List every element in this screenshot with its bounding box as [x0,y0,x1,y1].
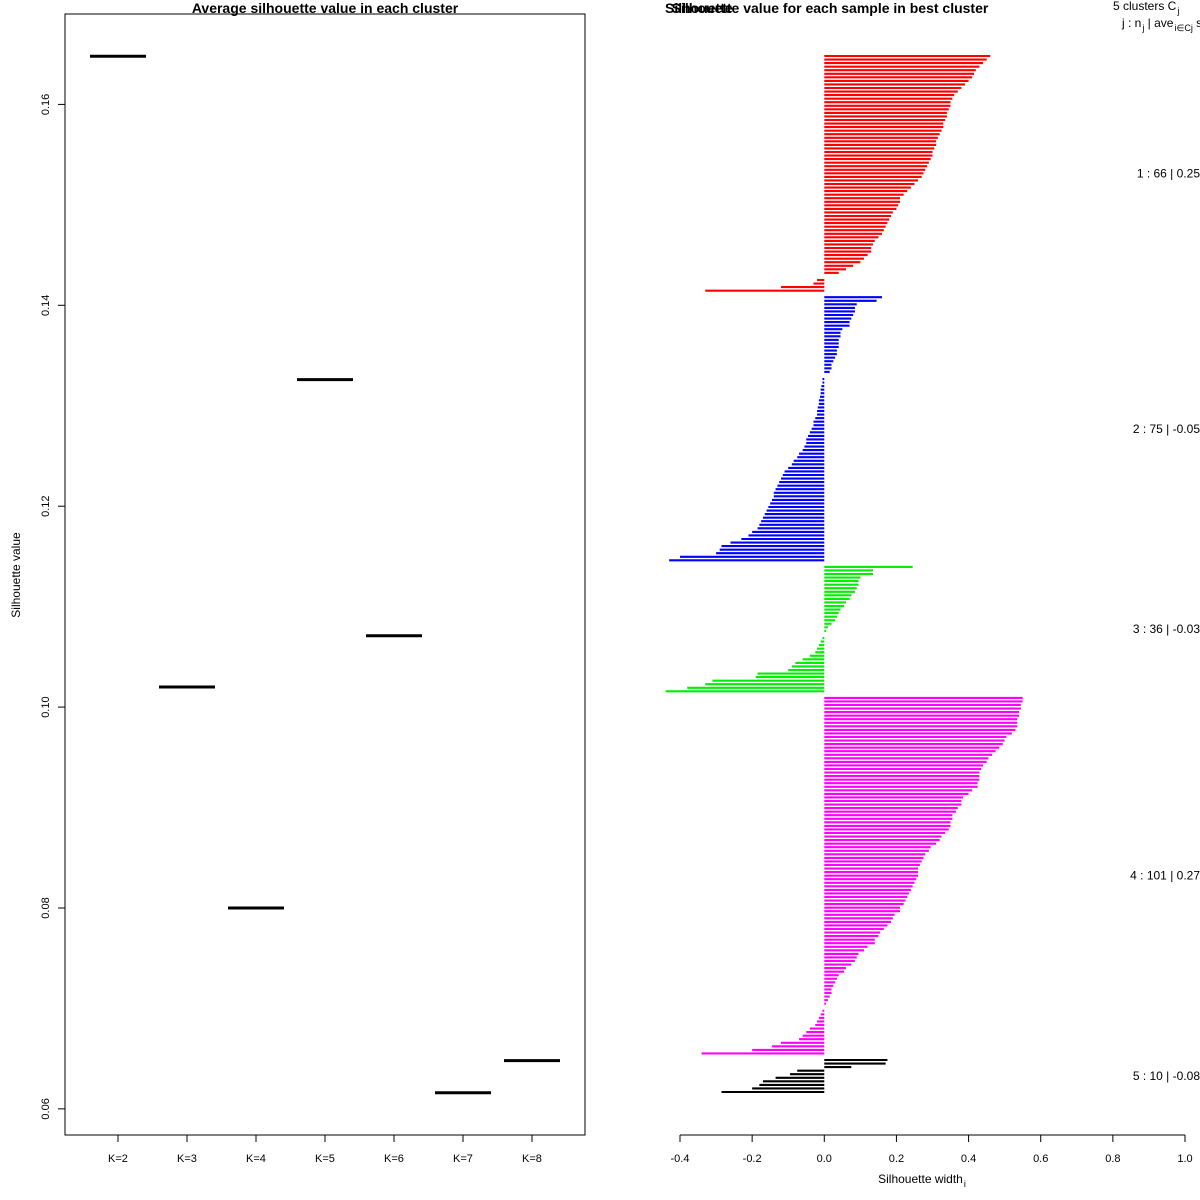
left-chart: Average silhouette value in each cluster… [9,0,586,1165]
left-x-tick-label: K=3 [177,1153,197,1165]
left-x-tick-label: K=8 [522,1153,542,1165]
right-x-tick-label: 0.2 [889,1153,904,1165]
cluster-legend: 5 clusters Cj j : nj | avei∈Cj s 1 : 66 … [1113,0,1200,1083]
left-y-tick-label: 0.06 [40,1098,52,1119]
right-x-tick-label: 0.6 [1033,1153,1048,1165]
right-x-tick-label: 0.8 [1105,1153,1120,1165]
cluster-2-label: 2 : 75 | -0.05 [1133,422,1200,436]
right-x-tick-label: -0.4 [671,1153,690,1165]
legend-header-line2-a-sub: j [1141,23,1144,33]
right-x-axis-label-sub: i [964,1179,966,1189]
right-title-overlap: Silhouette [665,0,733,16]
right-bars [665,54,1023,1094]
left-y-tick-label: 0.16 [40,94,52,115]
left-y-axis-label: Silhouette value [9,532,23,618]
legend-header-line2-a: j : n [1121,16,1141,30]
left-x-tick-label: K=5 [315,1153,335,1165]
left-x-tick-label: K=4 [246,1153,266,1165]
legend-header-line1-main: 5 clusters C [1113,0,1177,13]
left-x-tick-label: K=2 [108,1153,128,1165]
right-chart-title: Silhouette value for each sample in best… [672,0,989,16]
cluster-5-label: 5 : 10 | -0.08 [1133,1069,1200,1083]
legend-header-line1: 5 clusters Cj [1113,0,1179,16]
left-plot-frame [64,13,586,1136]
left-y-tick-label: 0.08 [40,897,52,918]
right-chart: Silhouette value for each sample in best… [665,0,1200,1189]
legend-header-line2-b: | ave [1144,16,1173,30]
legend-header-line1-sub: j [1176,6,1179,16]
right-x-tick-label: -0.2 [743,1153,762,1165]
right-x-axis-label: Silhouette widthi [878,1172,966,1189]
legend-header-line2-b-sub: i∈Cj [1174,23,1192,33]
left-chart-title: Average silhouette value in each cluster [192,0,459,16]
left-x-tick-label: K=7 [453,1153,473,1165]
left-y-axis: 0.06 0.08 0.10 0.12 0.14 0.16 [40,94,65,1120]
left-y-tick-label: 0.12 [40,495,52,516]
left-y-tick-label: 0.14 [40,295,52,316]
left-x-tick-label: K=6 [384,1153,404,1165]
right-x-tick-label: 1.0 [1177,1153,1192,1165]
left-x-axis: K=2 K=3 K=4 K=5 K=6 K=7 K=8 [108,1135,542,1165]
cluster-3-label: 3 : 36 | -0.03 [1133,622,1200,636]
cluster-1-label: 1 : 66 | 0.25 [1137,166,1200,180]
legend-header-line2: j : nj | avei∈Cj s [1121,16,1200,33]
left-series-marks [90,54,560,1095]
right-x-tick-label: 0.0 [817,1153,832,1165]
legend-header-line2-c: s [1193,16,1200,30]
right-x-axis-label-main: Silhouette width [878,1172,963,1186]
right-x-tick-label: 0.4 [961,1153,976,1165]
left-y-tick-label: 0.10 [40,696,52,717]
right-x-axis: -0.4 -0.2 0.0 0.2 0.4 0.6 0.8 1.0 [671,1134,1193,1165]
cluster-4-label: 4 : 101 | 0.27 [1130,869,1200,883]
legend-cluster-labels: 1 : 66 | 0.25 2 : 75 | -0.05 3 : 36 | -0.0… [1130,166,1200,1083]
